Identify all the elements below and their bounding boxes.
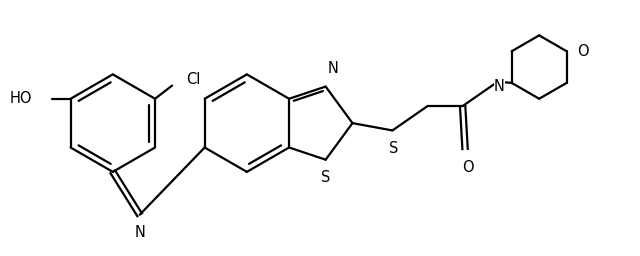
Text: N: N <box>328 61 339 76</box>
Text: O: O <box>462 160 474 175</box>
Text: N: N <box>134 226 145 240</box>
Text: N: N <box>494 79 505 94</box>
Text: S: S <box>321 170 330 185</box>
Text: S: S <box>388 141 398 156</box>
Text: O: O <box>577 44 589 59</box>
Text: HO: HO <box>10 91 33 106</box>
Text: Cl: Cl <box>186 72 200 87</box>
